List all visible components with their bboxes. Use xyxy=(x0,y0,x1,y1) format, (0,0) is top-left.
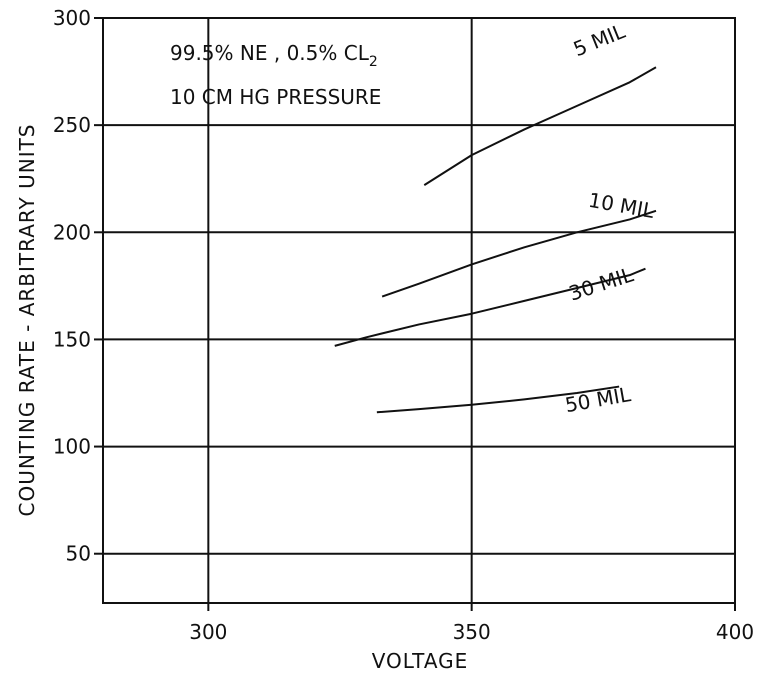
y-tick-label: 50 xyxy=(66,542,91,566)
y-tick-label: 100 xyxy=(53,435,91,459)
annotation-line-2: 10 CM HG PRESSURE xyxy=(170,85,381,109)
y-tick-label: 200 xyxy=(53,220,91,244)
series-label: 10 MIL xyxy=(587,188,657,223)
series-label: 5 MIL xyxy=(570,19,629,62)
series-line-10-mil xyxy=(381,209,657,298)
ticks: 300 350 400 300 250 200 150 100 50 xyxy=(53,6,754,644)
annotation-line-1: 99.5% NE , 0.5% CL2 xyxy=(170,41,378,70)
x-tick-label: 300 xyxy=(189,620,227,644)
series-line-50-mil xyxy=(376,385,620,414)
series-label: 50 MIL xyxy=(563,382,633,417)
series-label: 30 MIL xyxy=(566,262,637,306)
x-tick-label: 400 xyxy=(716,620,754,644)
plot-frame xyxy=(102,17,736,604)
x-axis-title: VOLTAGE xyxy=(372,649,469,673)
series-line-30-mil xyxy=(334,267,646,347)
x-tick-label: 350 xyxy=(453,620,491,644)
series-line-5-mil xyxy=(423,66,657,186)
grid xyxy=(103,18,735,603)
series-labels: 5 MIL 10 MIL 30 MIL 50 MIL xyxy=(563,19,657,418)
series-lines xyxy=(334,66,657,414)
condition-annotation: 99.5% NE , 0.5% CL2 10 CM HG PRESSURE xyxy=(170,41,381,109)
y-tick-label: 250 xyxy=(53,113,91,137)
y-axis-title: COUNTING RATE - ARBITRARY UNITS xyxy=(15,123,39,516)
y-tick-label: 150 xyxy=(53,327,91,351)
y-tick-label: 300 xyxy=(53,6,91,30)
